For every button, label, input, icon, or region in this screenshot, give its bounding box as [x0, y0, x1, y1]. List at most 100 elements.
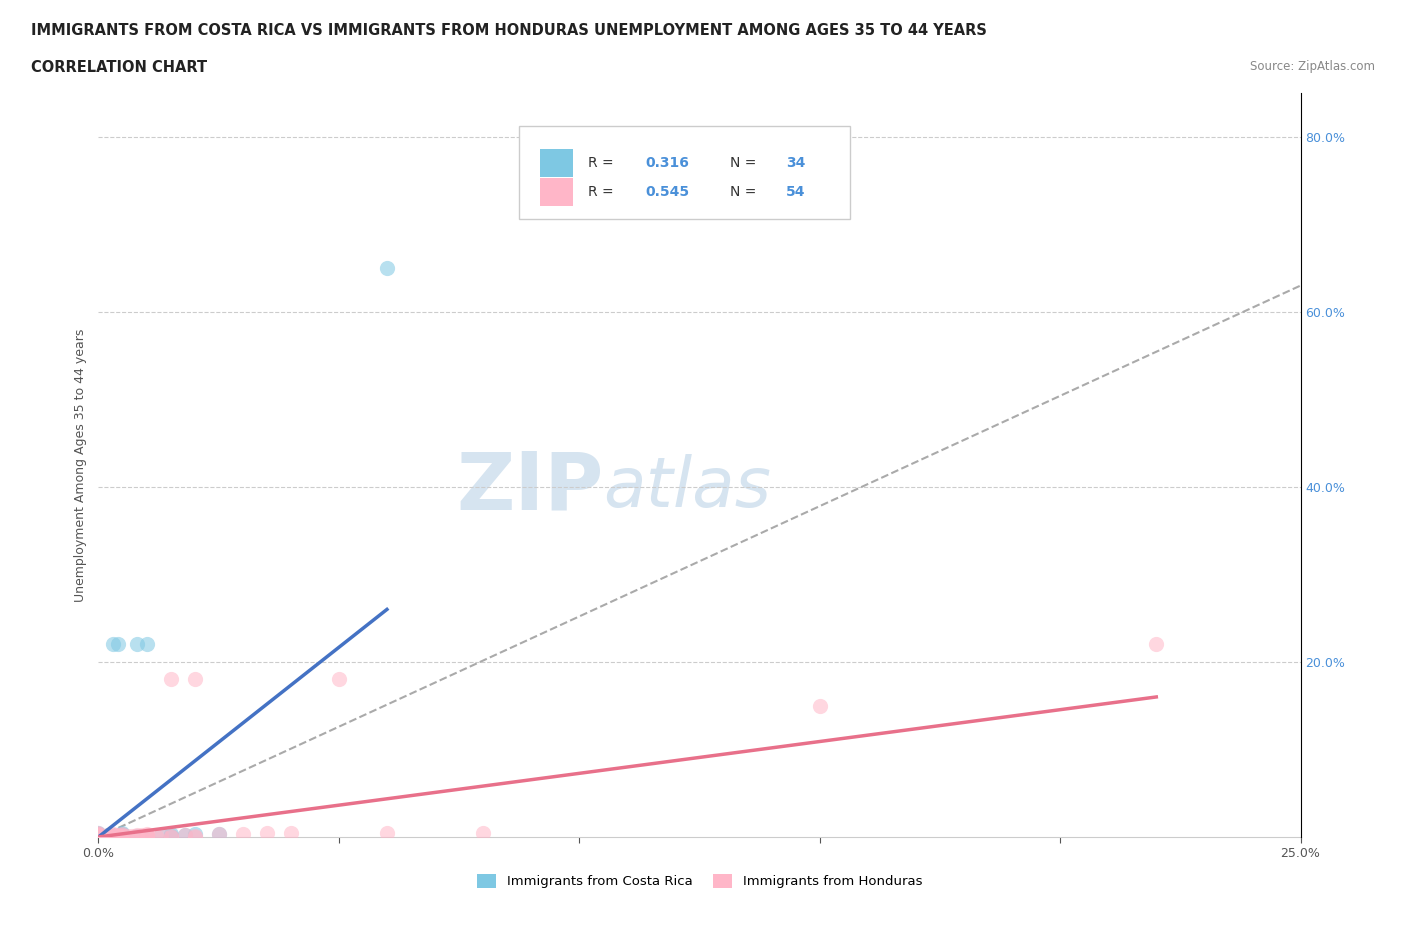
Point	[135, 827, 157, 842]
Point	[87, 830, 110, 844]
Point	[149, 828, 172, 843]
Y-axis label: Unemployment Among Ages 35 to 44 years: Unemployment Among Ages 35 to 44 years	[75, 328, 87, 602]
Point	[125, 828, 148, 843]
Legend: Immigrants from Costa Rica, Immigrants from Honduras: Immigrants from Costa Rica, Immigrants f…	[471, 869, 928, 894]
Point	[208, 827, 231, 842]
Point	[87, 830, 110, 844]
Text: R =: R =	[588, 185, 617, 199]
Point	[808, 698, 831, 713]
Point	[111, 829, 134, 844]
Point	[111, 828, 134, 843]
Point	[135, 830, 157, 844]
Point	[97, 830, 120, 844]
Point	[101, 829, 124, 844]
Point	[121, 829, 143, 844]
Text: N =: N =	[730, 155, 761, 169]
Point	[107, 829, 129, 844]
Point	[87, 827, 110, 842]
Point	[87, 826, 110, 841]
Point	[97, 829, 120, 844]
Point	[135, 828, 157, 843]
Point	[107, 830, 129, 844]
Point	[111, 827, 134, 842]
Point	[1144, 637, 1167, 652]
Point	[208, 827, 231, 842]
Point	[87, 830, 110, 844]
Text: 54: 54	[786, 185, 806, 199]
Point	[183, 829, 205, 844]
Text: 0.545: 0.545	[645, 185, 689, 199]
Point	[125, 829, 148, 844]
Text: 0.316: 0.316	[645, 155, 689, 169]
Text: N =: N =	[730, 185, 761, 199]
Point	[107, 828, 129, 843]
Point	[87, 827, 110, 842]
Text: ZIP: ZIP	[456, 448, 603, 526]
Point	[101, 830, 124, 844]
Point	[232, 827, 254, 842]
Point	[183, 830, 205, 844]
Point	[87, 830, 110, 844]
Point	[111, 828, 134, 843]
Point	[159, 829, 181, 844]
Point	[97, 828, 120, 843]
Point	[97, 830, 120, 844]
Point	[183, 827, 205, 842]
Point	[111, 827, 134, 842]
FancyBboxPatch shape	[540, 149, 574, 177]
Point	[375, 260, 398, 275]
Point	[107, 829, 129, 844]
Point	[472, 826, 495, 841]
Point	[159, 830, 181, 844]
Point	[159, 829, 181, 844]
Text: R =: R =	[588, 155, 617, 169]
Point	[111, 830, 134, 844]
Point	[87, 830, 110, 844]
Text: 34: 34	[786, 155, 806, 169]
Point	[107, 637, 129, 652]
Point	[159, 672, 181, 687]
Point	[111, 826, 134, 841]
Point	[87, 828, 110, 843]
Point	[87, 830, 110, 844]
Point	[87, 829, 110, 844]
Point	[111, 829, 134, 844]
Point	[87, 826, 110, 841]
Point	[87, 830, 110, 844]
Point	[135, 829, 157, 844]
Point	[375, 826, 398, 841]
Text: atlas: atlas	[603, 454, 772, 521]
Point	[174, 828, 197, 843]
Point	[87, 830, 110, 844]
Text: Source: ZipAtlas.com: Source: ZipAtlas.com	[1250, 60, 1375, 73]
Point	[174, 828, 197, 843]
Point	[87, 827, 110, 842]
Point	[87, 828, 110, 843]
Point	[149, 828, 172, 843]
Point	[256, 826, 278, 841]
Point	[97, 828, 120, 843]
FancyBboxPatch shape	[540, 178, 574, 206]
Point	[87, 827, 110, 842]
Text: CORRELATION CHART: CORRELATION CHART	[31, 60, 207, 75]
Point	[101, 830, 124, 844]
Point	[111, 829, 134, 844]
Point	[97, 829, 120, 844]
Point	[135, 829, 157, 844]
Point	[101, 828, 124, 843]
Point	[125, 637, 148, 652]
Point	[183, 672, 205, 687]
Point	[87, 829, 110, 844]
Point	[101, 637, 124, 652]
Point	[87, 830, 110, 844]
Point	[101, 829, 124, 844]
Point	[117, 829, 139, 844]
Text: IMMIGRANTS FROM COSTA RICA VS IMMIGRANTS FROM HONDURAS UNEMPLOYMENT AMONG AGES 3: IMMIGRANTS FROM COSTA RICA VS IMMIGRANTS…	[31, 23, 987, 38]
Point	[159, 827, 181, 842]
Point	[131, 828, 153, 843]
Point	[328, 672, 350, 687]
Point	[111, 830, 134, 844]
Point	[135, 637, 157, 652]
Point	[135, 830, 157, 844]
Point	[87, 828, 110, 843]
